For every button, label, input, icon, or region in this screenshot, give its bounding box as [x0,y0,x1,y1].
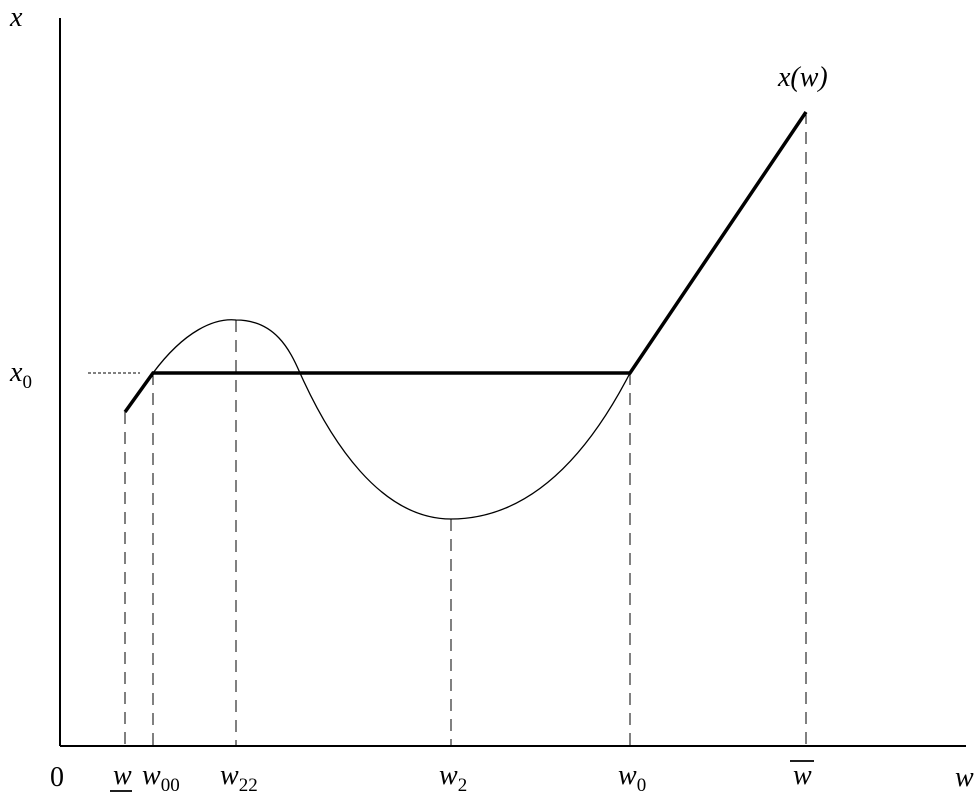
svg-text:w: w [793,760,812,791]
origin-label: 0 [50,762,64,793]
y-tick-x0: x0 [9,357,32,393]
curve-label: x(w) [777,62,828,93]
y-axis-label: x [9,2,23,33]
x-tick-labels: w w00 w22 w2 w0 w [110,760,814,796]
x-of-w-curve [123,111,808,414]
vertical-guides [124,112,807,746]
x-tick-w2: w2 [439,760,467,796]
x-tick-w-over: w [790,760,814,791]
x-tick-w-under: w [110,760,132,792]
x-axis-label: w [955,762,974,793]
svg-text:w: w [113,760,132,791]
thin-curve [152,319,631,520]
x-tick-w00: w00 [142,760,180,796]
x-tick-w22: w22 [220,760,258,796]
x-tick-w0: w0 [618,760,646,796]
